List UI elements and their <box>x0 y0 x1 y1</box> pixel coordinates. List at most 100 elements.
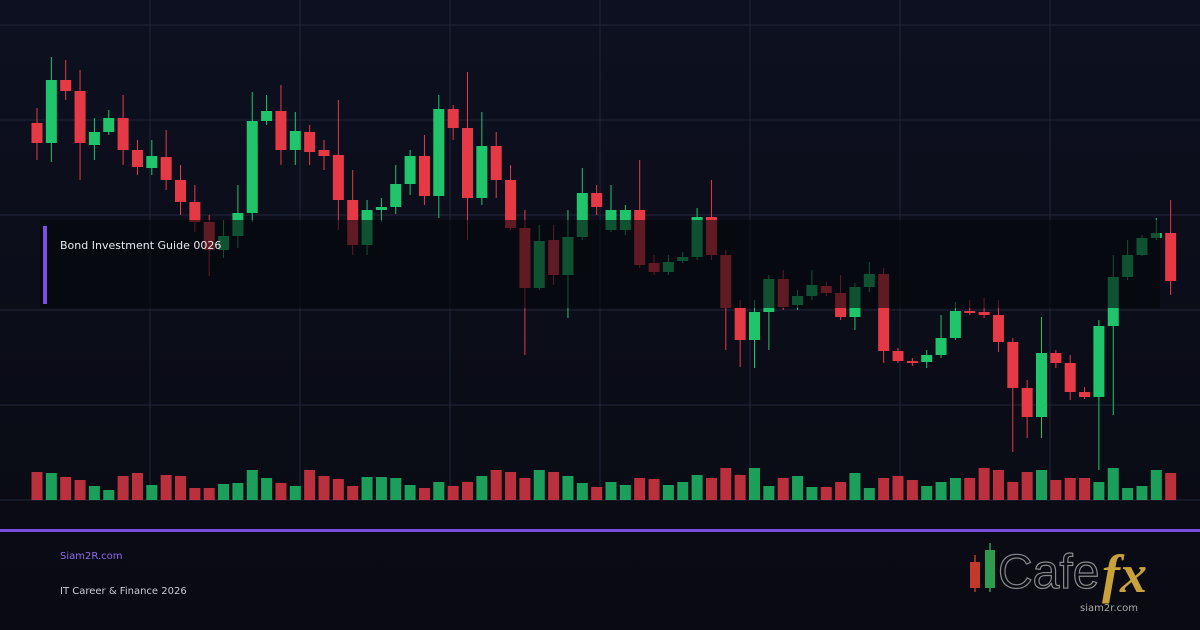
volume-bar <box>935 482 947 500</box>
volume-bar <box>1150 470 1162 500</box>
volume-bar <box>60 477 72 500</box>
candle-body <box>275 111 287 150</box>
volume-bar <box>562 476 574 500</box>
volume-bar <box>232 483 244 500</box>
candle-body <box>490 146 502 180</box>
volume-bar <box>462 482 473 500</box>
candle-body <box>304 132 316 152</box>
volume-bar <box>203 488 215 500</box>
candle-body <box>117 118 129 150</box>
volume-bar <box>1136 486 1148 500</box>
divider <box>0 529 1200 532</box>
volume-bar <box>763 486 775 500</box>
volume-bar <box>892 476 904 500</box>
volume-bar <box>1036 470 1047 500</box>
volume-bar <box>318 476 330 500</box>
volume-bar <box>31 472 43 500</box>
candle-body <box>375 207 387 210</box>
candle-body <box>175 180 186 202</box>
candle-body <box>189 202 201 222</box>
site-name: Siam2R.com <box>60 551 123 562</box>
volume-bar <box>117 476 129 500</box>
volume-bar <box>447 486 459 500</box>
candle-body <box>45 80 57 143</box>
volume-bar <box>720 468 732 500</box>
volume-bar <box>103 490 115 500</box>
candle-body <box>1165 233 1177 281</box>
volume-bar <box>792 476 804 500</box>
candle-body <box>88 132 100 145</box>
candle-body <box>74 91 86 143</box>
volume-bar <box>591 487 603 500</box>
volume-bar <box>1079 478 1091 500</box>
volume-bar <box>691 475 703 500</box>
volume-bar <box>749 468 760 500</box>
volume-bar <box>878 478 890 500</box>
volume-bar <box>505 472 517 500</box>
volume-bar <box>361 477 373 500</box>
candle-body <box>906 361 918 363</box>
candle-body <box>332 155 344 200</box>
candle-body <box>31 123 43 143</box>
logo-accent: fx <box>1102 544 1147 604</box>
candle-body <box>892 351 904 361</box>
candle-body <box>505 180 517 228</box>
volume-bar <box>662 485 674 500</box>
volume-bar <box>576 483 588 500</box>
candle-body <box>1079 392 1091 397</box>
candle-body <box>404 156 416 184</box>
candle-body <box>60 80 72 91</box>
volume-bar <box>1107 468 1119 500</box>
candle-body <box>390 184 402 207</box>
volume-bar <box>74 480 86 500</box>
volume-bar <box>1021 472 1033 500</box>
candle-body <box>103 118 115 132</box>
candle-body <box>261 111 273 121</box>
volume-bar <box>375 477 387 500</box>
candle-body <box>1093 326 1105 397</box>
volume-bar <box>849 473 861 500</box>
candle-body <box>246 121 258 213</box>
volume-bar <box>275 483 287 500</box>
volume-bar <box>45 473 57 500</box>
volume-bar <box>1007 482 1019 500</box>
volume-bar <box>1165 473 1177 500</box>
candle-body <box>433 109 445 196</box>
candle-body <box>591 193 603 207</box>
volume-bar <box>404 485 416 500</box>
candle-body <box>878 274 890 351</box>
volume-bar <box>160 475 172 500</box>
volume-bar <box>634 478 646 500</box>
volume-bar <box>490 470 502 500</box>
volume-bar <box>863 488 875 500</box>
volume-bar <box>906 480 918 500</box>
candle-body <box>289 131 301 150</box>
volume-bar <box>131 473 143 500</box>
candle-body <box>1064 363 1076 392</box>
candle-body <box>146 156 158 168</box>
volume-bar <box>390 478 402 500</box>
volume-bar <box>734 475 746 500</box>
volume-bar <box>705 478 717 500</box>
volume-bar <box>921 486 933 500</box>
volume-bar <box>418 488 430 500</box>
candle-body <box>734 308 746 340</box>
candle-body <box>749 312 760 340</box>
candle-body <box>476 146 488 198</box>
candle-body <box>964 311 976 313</box>
volume-bar <box>605 482 617 500</box>
logo-url: siam2r.com <box>1080 603 1138 614</box>
volume-bar <box>648 479 660 500</box>
volume-bar <box>806 487 818 500</box>
volume-bar <box>347 486 359 500</box>
volume-bar <box>433 482 445 500</box>
volume-bar <box>548 472 560 500</box>
volume-bar <box>246 470 258 500</box>
volume-bar <box>949 478 961 500</box>
banner-box <box>40 220 1160 308</box>
candle-body <box>447 109 459 128</box>
banner-accent <box>43 226 47 304</box>
volume-bar <box>1064 478 1076 500</box>
candle-body <box>1050 353 1062 363</box>
